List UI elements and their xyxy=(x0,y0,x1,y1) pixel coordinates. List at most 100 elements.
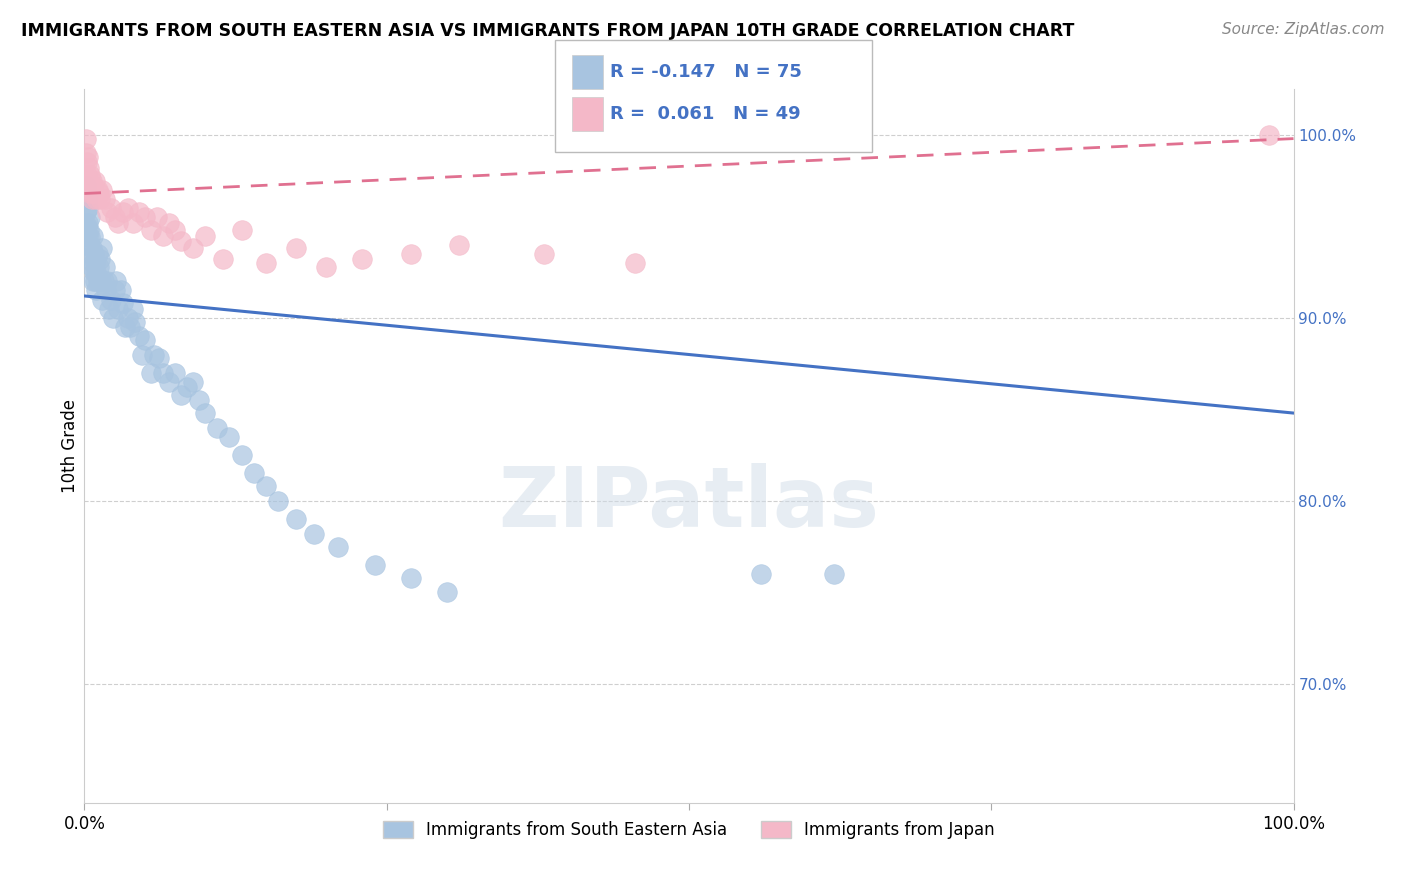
Point xyxy=(254,479,277,493)
Point xyxy=(82,228,104,243)
Point xyxy=(89,252,111,267)
Point xyxy=(104,284,127,298)
Point xyxy=(128,204,150,219)
Point xyxy=(75,131,97,145)
Point xyxy=(76,219,98,234)
Point xyxy=(83,247,105,261)
Point xyxy=(823,567,845,582)
Point xyxy=(399,247,422,261)
Point xyxy=(77,201,100,215)
Point xyxy=(87,260,110,274)
Point xyxy=(80,260,103,274)
Point xyxy=(86,274,108,288)
Point xyxy=(77,150,100,164)
Point xyxy=(176,380,198,394)
Point xyxy=(170,234,193,248)
Point xyxy=(302,526,325,541)
Point xyxy=(284,241,308,255)
Point xyxy=(80,241,103,255)
Point xyxy=(181,241,204,255)
Legend: Immigrants from South Eastern Asia, Immigrants from Japan: Immigrants from South Eastern Asia, Immi… xyxy=(377,814,1001,846)
Point xyxy=(77,223,100,237)
Y-axis label: 10th Grade: 10th Grade xyxy=(60,399,79,493)
Point xyxy=(194,406,217,420)
Point xyxy=(139,366,162,380)
Text: Source: ZipAtlas.com: Source: ZipAtlas.com xyxy=(1222,22,1385,37)
Point xyxy=(131,347,153,361)
Point xyxy=(110,284,132,298)
Point xyxy=(86,192,108,206)
Point xyxy=(352,252,374,267)
Point xyxy=(82,256,104,270)
Point xyxy=(315,260,337,274)
Point xyxy=(254,256,277,270)
Point xyxy=(94,284,117,298)
Point xyxy=(77,228,100,243)
Point xyxy=(79,186,101,201)
Point xyxy=(77,161,100,175)
Point xyxy=(134,211,156,225)
Point xyxy=(79,247,101,261)
Point xyxy=(134,333,156,347)
Point xyxy=(157,216,180,230)
Point xyxy=(79,230,101,244)
Text: IMMIGRANTS FROM SOUTH EASTERN ASIA VS IMMIGRANTS FROM JAPAN 10TH GRADE CORRELATI: IMMIGRANTS FROM SOUTH EASTERN ASIA VS IM… xyxy=(21,22,1074,40)
Point xyxy=(96,274,118,288)
Point xyxy=(148,351,170,366)
Point xyxy=(218,430,240,444)
Point xyxy=(80,174,103,188)
Point xyxy=(533,247,555,261)
Point xyxy=(143,347,166,361)
Point xyxy=(91,293,114,307)
Point xyxy=(77,216,100,230)
Point xyxy=(146,211,169,225)
Point xyxy=(75,179,97,194)
Point xyxy=(77,237,100,252)
Point xyxy=(82,179,104,194)
Point xyxy=(104,274,127,288)
Point xyxy=(157,375,180,389)
Point xyxy=(94,192,117,206)
Point xyxy=(89,192,111,206)
Point xyxy=(121,301,143,316)
Point xyxy=(97,301,120,316)
Point xyxy=(117,310,139,325)
Point xyxy=(75,204,97,219)
Point xyxy=(181,375,204,389)
Point xyxy=(165,366,187,380)
Point xyxy=(104,211,127,225)
Point xyxy=(194,228,217,243)
Point xyxy=(117,201,139,215)
Point xyxy=(75,146,97,161)
Point xyxy=(112,296,135,310)
Point xyxy=(399,571,422,585)
Point xyxy=(363,558,385,572)
Point xyxy=(449,237,471,252)
Point xyxy=(91,241,114,255)
Point xyxy=(86,265,108,279)
Point xyxy=(91,183,114,197)
Point xyxy=(112,204,135,219)
Point xyxy=(170,388,193,402)
Point xyxy=(100,293,122,307)
Point xyxy=(87,186,110,201)
Point xyxy=(84,274,107,288)
Point xyxy=(86,247,108,261)
Point xyxy=(139,223,162,237)
Text: R = -0.147   N = 75: R = -0.147 N = 75 xyxy=(610,63,801,81)
Point xyxy=(231,448,253,462)
Point xyxy=(623,256,645,270)
Point xyxy=(94,260,117,274)
Point xyxy=(128,329,150,343)
Point xyxy=(152,366,174,380)
Point xyxy=(90,274,112,288)
Point xyxy=(93,274,115,288)
Point xyxy=(86,183,108,197)
Point xyxy=(107,301,129,316)
Point xyxy=(107,216,129,230)
Point xyxy=(120,320,142,334)
Point xyxy=(114,320,136,334)
Text: ZIPatlas: ZIPatlas xyxy=(499,463,879,543)
Point xyxy=(82,274,104,288)
Point xyxy=(100,201,122,215)
